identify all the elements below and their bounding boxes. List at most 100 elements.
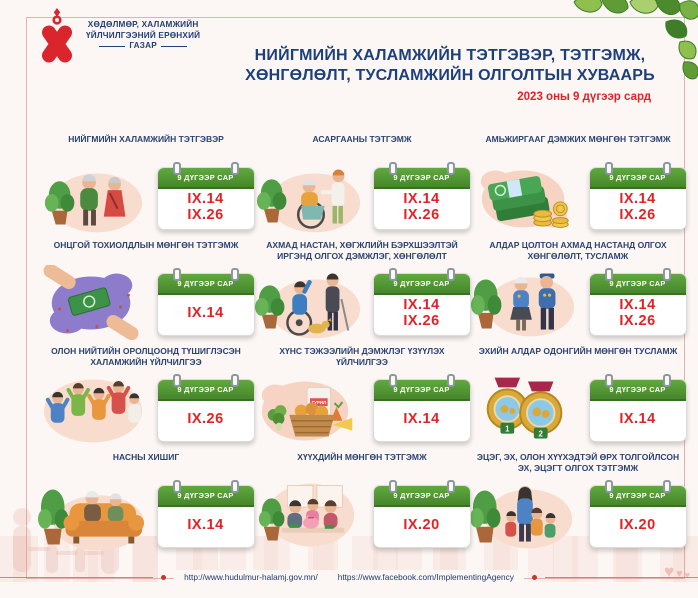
mother-with-children-illustration: [469, 486, 572, 549]
title-line1: НИЙГМИЙН ХАЛАМЖИЙН ТЭТГЭВЭР, ТЭТГЭМЖ,: [254, 47, 646, 64]
autumn-leaves-decor: [573, 0, 698, 80]
benefit-card: ЭХИЙН АЛДАР ОДОНГИЙН МӨНГӨН ТУСЛАМЖ 1: [470, 346, 687, 452]
calendar: 9 ДҮГЭЭР САР IX.20: [372, 479, 471, 548]
calendar-ring-icon: [446, 373, 455, 387]
payment-date: IX.14: [187, 516, 224, 533]
title-line2: ХӨНГӨЛӨЛТ, ТУСЛАМЖИЙН ОЛГОЛТЫН ХУВААРЬ: [245, 67, 655, 85]
payment-date: IX.14: [187, 190, 224, 207]
crossed-pencils-logo-icon: [41, 8, 73, 63]
family-piggy-bank-illustration: [258, 483, 354, 547]
calendar-month: 9 ДҮГЭЭР САР: [589, 485, 686, 507]
benefit-card: АЛДАР ЦОЛТОН АХМАД НАСТАНД ОЛГОХ ХӨНГӨЛӨ…: [470, 240, 687, 346]
calendar: 9 ДҮГЭЭР САР IX.20: [588, 479, 687, 548]
payment-date: IX.20: [619, 516, 656, 533]
calendar-ring-icon: [604, 479, 613, 493]
calendar-ring-icon: [662, 373, 671, 387]
calendar: 9 ДҮГЭЭР САР IX.14 IX.26: [588, 267, 687, 336]
subtitle-date: 2023 оны 9 дүгээр сард: [517, 90, 651, 103]
payment-date: IX.14: [187, 304, 224, 321]
calendar-ring-icon: [388, 373, 397, 387]
heart-icon: ♥: [664, 562, 675, 581]
calendar-ring-icon: [446, 479, 455, 493]
benefit-card: ХҮҮХДИЙН МӨНГӨН ТЭТГЭМЖ: [254, 452, 471, 558]
calendar-ring-icon: [230, 267, 239, 281]
calendar: 9 ДҮГЭЭР САР IX.14: [372, 373, 471, 442]
calendar-ring-icon: [604, 373, 613, 387]
calendar-ring-icon: [388, 267, 397, 281]
calendar-month: 9 ДҮГЭЭР САР: [157, 379, 254, 401]
cash-and-coins-illustration: [480, 170, 569, 228]
agency-name-line1: ХӨДӨЛМӨР, ХАЛАМЖИЙН: [87, 19, 199, 29]
calendar-month: 9 ДҮГЭЭР САР: [373, 485, 470, 507]
payment-date: IX.14: [619, 410, 656, 427]
benefit-card: ОЛОН НИЙТИЙН ОРОЛЦООНД ТҮШИГЛЭСЭН ХАЛАМЖ…: [38, 346, 255, 452]
footer-dot-icon: [531, 574, 537, 580]
calendar-month: 9 ДҮГЭЭР САР: [373, 379, 470, 401]
dash-line: [160, 46, 187, 48]
calendar: 9 ДҮГЭЭР САР IX.14 IX.26: [372, 267, 471, 336]
card-title: НИЙГМИЙН ХАЛАМЖИЙН ТЭТГЭВЭР: [68, 134, 224, 144]
caregiver-wheelchair-illustration: [256, 169, 360, 233]
benefit-card: НИЙГМИЙН ХАЛАМЖИЙН ТЭТГЭВЭР: [38, 134, 255, 240]
calendar: 9 ДҮГЭЭР САР IX.26: [156, 373, 255, 442]
hands-giving-money-illustration: [43, 265, 139, 341]
calendar-ring-icon: [388, 161, 397, 175]
elderly-couple-illustration: [44, 173, 142, 233]
payment-date: IX.14: [619, 296, 656, 313]
calendar: 9 ДҮГЭЭР САР IX.14: [156, 479, 255, 548]
payment-date: IX.14: [619, 190, 656, 207]
card-title: ХҮҮХДИЙН МӨНГӨН ТЭТГЭМЖ: [297, 452, 427, 462]
calendar-ring-icon: [604, 267, 613, 281]
calendar: 9 ДҮГЭЭР САР IX.14: [588, 373, 687, 442]
page-title: НИЙГМИЙН ХАЛАМЖИЙН ТЭТГЭВЭР, ТЭТГЭМЖ, ХӨ…: [225, 46, 675, 103]
calendar-ring-icon: [604, 161, 613, 175]
calendar-ring-icon: [172, 161, 181, 175]
card-title: АХМАД НАСТАН, ХӨГЖЛИЙН БЭРХШЭЭЛТЭЙ ИРГЭН…: [266, 240, 458, 262]
calendar-month: 9 ДҮГЭЭР САР: [373, 167, 470, 189]
payment-date: IX.20: [403, 516, 440, 533]
facebook-link[interactable]: https://www.facebook.com/ImplementingAge…: [327, 570, 524, 584]
website-link[interactable]: http://www.hudulmur-halamj.gov.mn/: [174, 570, 328, 584]
footer-dot-icon: [161, 574, 167, 580]
benefit-card: ХҮНС ТЭЖЭЭЛИЙН ДЭМЖЛЭГ ҮЗҮҮЛЭХ ҮЙЛЧИЛГЭЭ…: [254, 346, 471, 452]
calendar-ring-icon: [230, 373, 239, 387]
community-group-illustration: [43, 379, 142, 443]
heart-icon: ♥: [684, 570, 690, 580]
benefit-card: НАСНЫ ХИШИГ: [37, 452, 255, 558]
calendar-ring-icon: [230, 161, 239, 175]
calendar-ring-icon: [172, 267, 181, 281]
benefit-card: АСАРГААНЫ ТЭТГЭМЖ: [254, 134, 471, 240]
calendar: 9 ДҮГЭЭР САР IX.14 IX.26: [372, 161, 471, 230]
medal-number: 1: [505, 425, 510, 434]
dash-line: [99, 46, 126, 48]
calendar: 9 ДҮГЭЭР САР IX.14 IX.26: [588, 161, 687, 230]
calendar-month: 9 ДҮГЭЭР САР: [157, 167, 254, 189]
calendar: 9 ДҮГЭЭР САР IX.14: [156, 267, 255, 336]
food-basket-illustration: ГУРИЛ: [261, 381, 352, 441]
payment-date: IX.26: [187, 206, 224, 223]
payment-date: IX.26: [187, 410, 224, 427]
card-title: ЭЦЭГ, ЭХ, ОЛОН ХҮҮХЭДТЭЙ ӨРХ ТОЛГОЙЛСОН …: [476, 452, 680, 474]
calendar-month: 9 ДҮГЭЭР САР: [157, 485, 254, 507]
benefit-card: АХМАД НАСТАН, ХӨГЖЛИЙН БЭРХШЭЭЛТЭЙ ИРГЭН…: [254, 240, 471, 346]
card-title: НАСНЫ ХИШИГ: [112, 452, 180, 462]
benefit-card: ЭЦЭГ, ЭХ, ОЛОН ХҮҮХЭДТЭЙ ӨРХ ТОЛГОЙЛСОН …: [469, 452, 687, 558]
payment-date: IX.26: [619, 206, 656, 223]
elderly-couple-sofa-illustration: [37, 489, 144, 551]
agency-logo: ХӨДӨЛМӨР, ХАЛАМЖИЙН ҮЙЛЧИЛГЭЭНИЙ ЕРӨНХИЙ…: [36, 8, 200, 64]
footer-line: [544, 576, 698, 578]
medal-number: 2: [538, 430, 543, 439]
calendar-month: 9 ДҮГЭЭР САР: [373, 273, 470, 295]
card-title: ХҮНС ТЭЖЭЭЛИЙН ДЭМЖЛЭГ ҮЗҮҮЛЭХ ҮЙЛЧИЛГЭЭ: [279, 346, 445, 368]
card-title: АМЬЖИРГААГ ДЭМЖИХ МӨНГӨН ТЭТГЭМЖ: [485, 134, 671, 144]
payment-date: IX.26: [403, 312, 440, 329]
benefit-card: ОНЦГОЙ ТОХИОЛДЛЫН МӨНГӨН ТЭТГЭМЖ: [38, 240, 255, 346]
payment-date: IX.26: [619, 312, 656, 329]
payment-date: IX.14: [403, 410, 440, 427]
benefit-card: АМЬЖИРГААГ ДЭМЖИХ МӨНГӨН ТЭТГЭМЖ: [470, 134, 687, 240]
calendar-ring-icon: [230, 479, 239, 493]
footer: http://www.hudulmur-halamj.gov.mn/ https…: [0, 569, 698, 585]
agency-name: ХӨДӨЛМӨР, ХАЛАМЖИЙН ҮЙЛЧИЛГЭЭНИЙ ЕРӨНХИЙ…: [86, 20, 200, 52]
calendar-ring-icon: [662, 479, 671, 493]
